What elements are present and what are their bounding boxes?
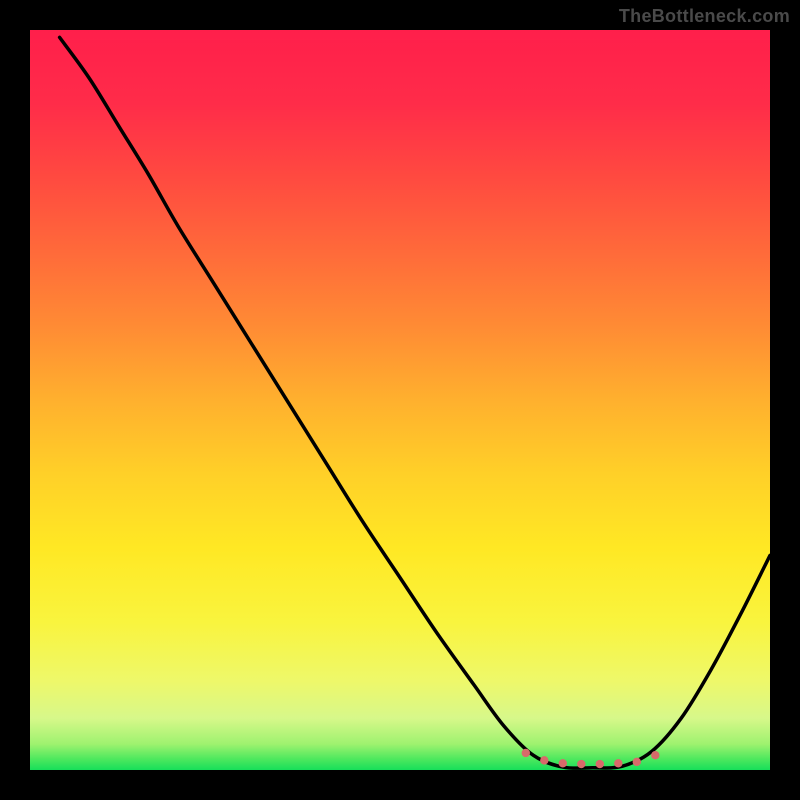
optimal-dot: [651, 751, 659, 759]
optimal-range-dots: [522, 749, 660, 769]
optimal-dot: [614, 759, 622, 767]
optimal-dot: [559, 759, 567, 767]
chart-container: TheBottleneck.com: [0, 0, 800, 800]
optimal-dot: [540, 756, 548, 764]
optimal-dot: [577, 760, 585, 768]
optimal-dot: [522, 749, 530, 757]
curve-layer: [30, 30, 770, 770]
watermark-text: TheBottleneck.com: [619, 6, 790, 27]
optimal-dot: [596, 760, 604, 768]
plot-area: [30, 30, 770, 770]
optimal-dot: [633, 758, 641, 766]
bottleneck-curve: [60, 37, 770, 768]
